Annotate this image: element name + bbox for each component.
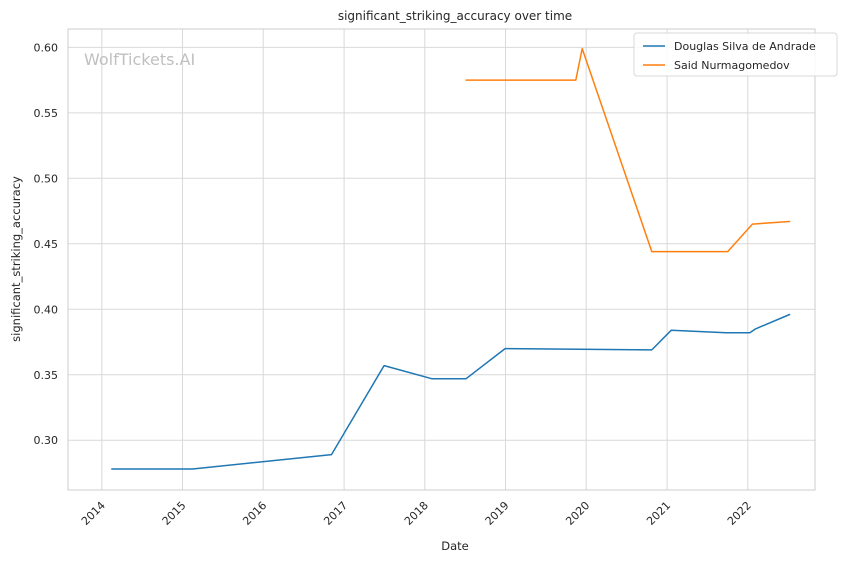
legend-label-douglas: Douglas Silva de Andrade [674, 40, 816, 53]
watermark-text: WolfTickets.AI [84, 50, 195, 69]
plot-frame [67, 28, 816, 491]
legend-label-said: Said Nurmagomedov [674, 59, 790, 72]
y-tick-label: 0.50 [34, 172, 59, 185]
series-line-douglas-silva-de-andrade [111, 313, 791, 470]
y-tick-label: 0.60 [34, 41, 59, 54]
y-axis-ticks: 0.30 0.35 0.40 0.45 0.50 0.55 0.60 [34, 41, 59, 447]
grid [68, 29, 815, 490]
legend: Douglas Silva de Andrade Said Nurmagomed… [633, 32, 838, 77]
y-tick-label: 0.55 [34, 107, 59, 120]
series-line-said-nurmagomedov [465, 47, 791, 253]
y-tick-label: 0.30 [34, 434, 59, 447]
series-layer [111, 47, 791, 470]
y-axis-label: significant_striking_accuracy [9, 176, 23, 342]
x-axis-label: Date [441, 539, 469, 553]
y-tick-label: 0.45 [34, 238, 59, 251]
legend-box [633, 32, 838, 77]
y-tick-label: 0.35 [34, 369, 59, 382]
chart-title: significant_striking_accuracy over time [338, 9, 572, 23]
y-tick-label: 0.40 [34, 303, 59, 316]
